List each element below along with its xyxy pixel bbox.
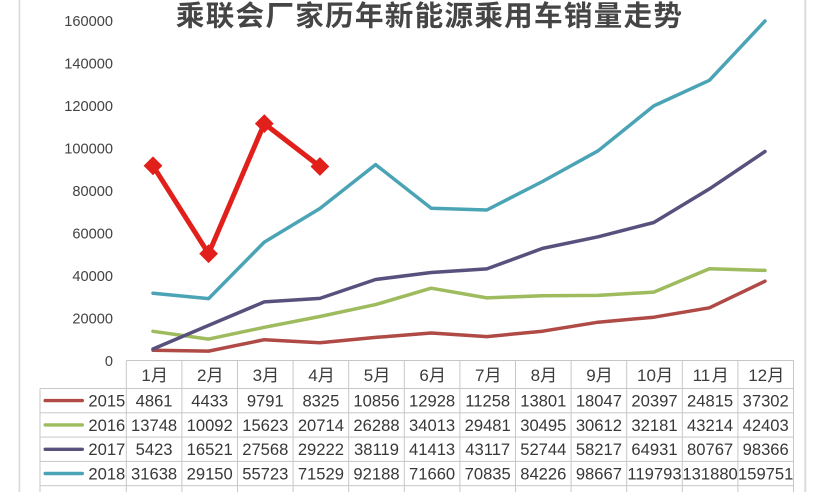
svg-text:27568: 27568 xyxy=(242,440,288,459)
svg-text:13748: 13748 xyxy=(131,416,177,435)
svg-text:111500: 111500 xyxy=(239,489,292,492)
svg-text:159751: 159751 xyxy=(738,465,793,484)
svg-text:18047: 18047 xyxy=(576,392,622,411)
svg-text:5: 5 xyxy=(364,366,373,385)
svg-text:43117: 43117 xyxy=(465,440,510,459)
svg-text:30495: 30495 xyxy=(520,416,566,435)
svg-text:38119: 38119 xyxy=(354,440,399,459)
svg-text:2: 2 xyxy=(197,366,206,385)
svg-text:9791: 9791 xyxy=(247,392,284,411)
svg-text:140000: 140000 xyxy=(64,56,113,72)
svg-text:20397: 20397 xyxy=(631,392,677,411)
svg-text:70835: 70835 xyxy=(465,465,511,484)
svg-text:7: 7 xyxy=(475,366,484,385)
svg-text:6: 6 xyxy=(419,366,428,385)
svg-text:29150: 29150 xyxy=(187,465,233,484)
svg-text:15623: 15623 xyxy=(242,416,288,435)
svg-text:12: 12 xyxy=(748,366,767,385)
svg-text:24815: 24815 xyxy=(687,392,733,411)
svg-text:100000: 100000 xyxy=(64,141,113,157)
svg-text:2019: 2019 xyxy=(88,489,125,492)
svg-text:20000: 20000 xyxy=(72,311,113,327)
svg-text:1: 1 xyxy=(141,366,150,385)
svg-text:2016: 2016 xyxy=(88,416,125,435)
svg-text:32181: 32181 xyxy=(631,416,677,435)
svg-text:98667: 98667 xyxy=(576,465,622,484)
svg-text:64931: 64931 xyxy=(631,440,677,459)
svg-text:2018: 2018 xyxy=(88,465,125,484)
svg-text:4433: 4433 xyxy=(191,392,228,411)
svg-text:0: 0 xyxy=(105,354,113,370)
svg-text:16521: 16521 xyxy=(187,440,233,459)
svg-text:10092: 10092 xyxy=(187,416,233,435)
svg-text:71529: 71529 xyxy=(298,465,344,484)
svg-text:119793: 119793 xyxy=(627,465,681,484)
svg-text:52744: 52744 xyxy=(520,440,566,459)
svg-text:5423: 5423 xyxy=(136,440,173,459)
svg-text:42403: 42403 xyxy=(743,416,789,435)
svg-text:8325: 8325 xyxy=(302,392,339,411)
svg-text:92188: 92188 xyxy=(353,465,399,484)
svg-text:55723: 55723 xyxy=(242,465,288,484)
svg-text:98366: 98366 xyxy=(743,440,789,459)
svg-text:4861: 4861 xyxy=(136,392,173,411)
svg-text:8: 8 xyxy=(531,366,540,385)
svg-text:3: 3 xyxy=(253,366,262,385)
svg-text:34013: 34013 xyxy=(409,416,455,435)
svg-text:43214: 43214 xyxy=(687,416,733,435)
svg-text:12928: 12928 xyxy=(409,392,455,411)
svg-text:10: 10 xyxy=(637,366,656,385)
svg-text:131880: 131880 xyxy=(682,465,737,484)
svg-text:29222: 29222 xyxy=(298,440,344,459)
svg-text:41413: 41413 xyxy=(409,440,455,459)
svg-text:30612: 30612 xyxy=(576,416,622,435)
svg-text:91600: 91600 xyxy=(131,489,177,492)
svg-text:80767: 80767 xyxy=(687,440,733,459)
svg-text:4: 4 xyxy=(308,366,317,385)
svg-text:120000: 120000 xyxy=(64,99,113,115)
svg-text:91300: 91300 xyxy=(298,489,344,492)
svg-text:31638: 31638 xyxy=(131,465,177,484)
svg-text:50250: 50250 xyxy=(187,489,233,492)
svg-text:2015: 2015 xyxy=(88,392,125,411)
svg-text:10856: 10856 xyxy=(353,392,399,411)
svg-text:20714: 20714 xyxy=(298,416,344,435)
svg-text:71660: 71660 xyxy=(409,465,455,484)
svg-text:9: 9 xyxy=(586,366,595,385)
svg-text:84226: 84226 xyxy=(520,465,566,484)
svg-text:80000: 80000 xyxy=(72,184,113,200)
svg-text:160000: 160000 xyxy=(64,14,113,30)
svg-text:11258: 11258 xyxy=(465,392,510,411)
svg-text:26288: 26288 xyxy=(353,416,399,435)
svg-text:40000: 40000 xyxy=(72,269,113,285)
svg-text:60000: 60000 xyxy=(72,226,113,242)
svg-text:58217: 58217 xyxy=(576,440,622,459)
svg-text:13801: 13801 xyxy=(520,392,566,411)
svg-text:2017: 2017 xyxy=(88,440,125,459)
svg-text:37302: 37302 xyxy=(743,392,789,411)
svg-text:11: 11 xyxy=(693,366,711,385)
svg-text:29481: 29481 xyxy=(465,416,511,435)
